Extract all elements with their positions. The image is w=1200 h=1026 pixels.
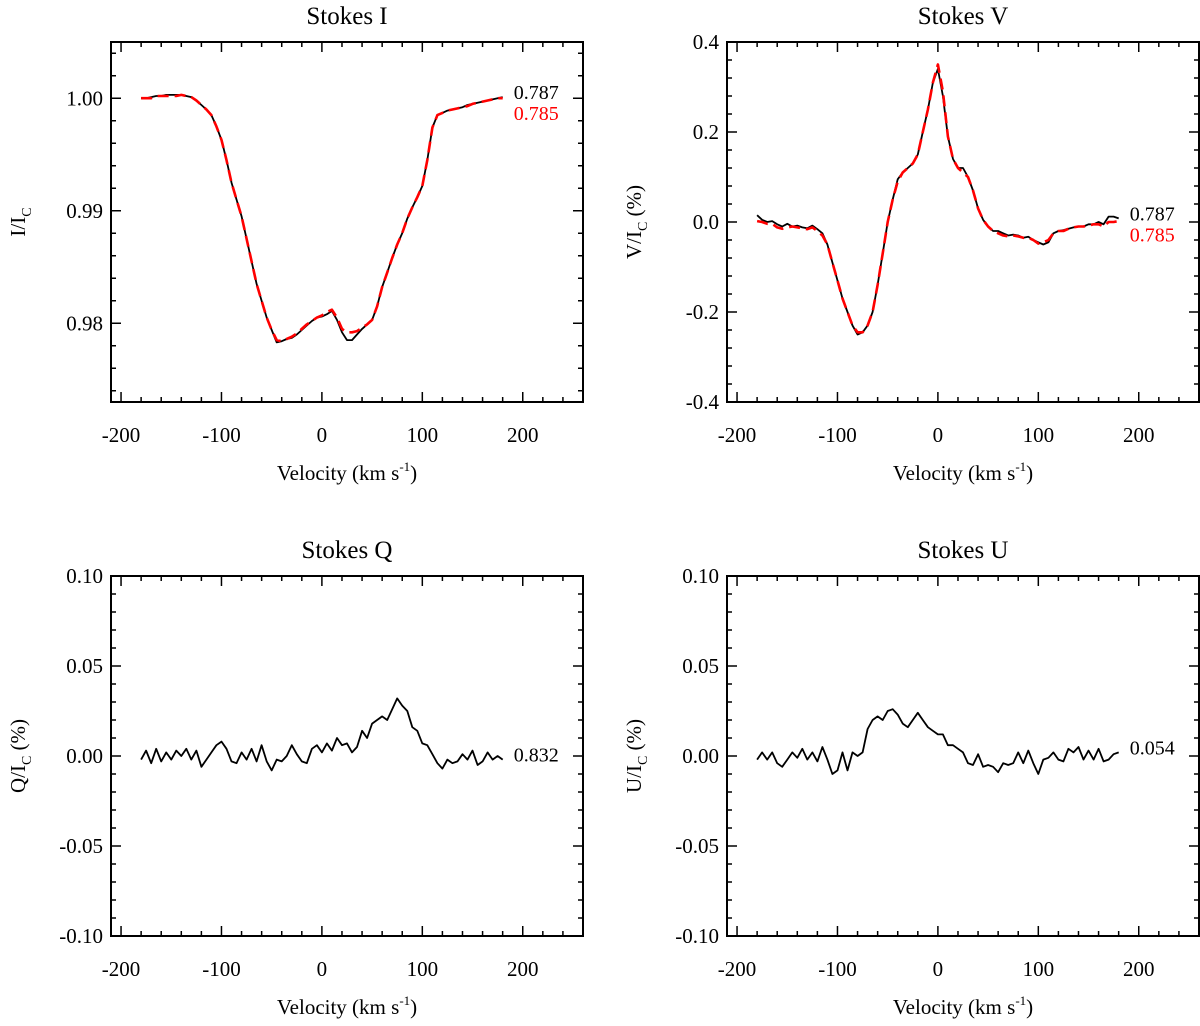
y-axis-label-text: U/I [622, 765, 646, 793]
y-axis-label: U/IC (%) [622, 719, 651, 793]
y-tick-label: 0.00 [682, 744, 719, 768]
profile-value-annotation: 0.785 [514, 103, 559, 125]
observed-profile-line [756, 68, 1119, 336]
y-axis-label-text: V/I [622, 231, 646, 259]
y-axis-label-subscript: C [636, 756, 651, 765]
x-axis-label-superscript: -1 [399, 993, 410, 1008]
observed-profile-line [140, 697, 504, 772]
x-tick-label: 200 [1123, 957, 1155, 981]
y-axis-label: I/IC [6, 207, 35, 236]
y-tick-label: -0.05 [59, 834, 103, 858]
y-axis-label-subscript: C [20, 756, 35, 765]
x-tick-label: 100 [1023, 957, 1055, 981]
y-tick-label: 0.10 [66, 564, 103, 588]
y-tick-label: 0.0 [693, 210, 719, 234]
x-tick-label: -200 [102, 957, 141, 981]
x-axis-label-text: Velocity (km s [277, 995, 399, 1019]
x-axis-label-superscript: -1 [1015, 459, 1026, 474]
x-tick-label: 0 [933, 957, 944, 981]
x-axis-label: Velocity (km s-1) [893, 459, 1033, 485]
x-tick-label: 200 [1123, 423, 1155, 447]
x-tick-label: -100 [818, 423, 857, 447]
x-tick-label: -100 [202, 423, 241, 447]
x-tick-label: 0 [317, 957, 328, 981]
y-tick-label: 0.99 [66, 199, 103, 223]
plot-frame [726, 41, 1200, 403]
x-tick-label: 0 [317, 423, 328, 447]
panel-title: Stokes V [918, 3, 1009, 30]
x-axis-label-end: ) [1026, 461, 1033, 485]
x-tick-label: -100 [202, 957, 241, 981]
panel-title: Stokes I [306, 3, 387, 30]
profile-value-annotation: 0.054 [1130, 737, 1175, 759]
model-profile-line [141, 93, 503, 343]
x-tick-label: 100 [1023, 423, 1055, 447]
y-tick-label: 0.05 [66, 654, 103, 678]
x-axis-label-text: Velocity (km s [893, 461, 1015, 485]
y-tick-label: -0.05 [675, 834, 719, 858]
y-tick-label: 0.98 [66, 311, 103, 335]
stokes-q-panel: Stokes Q -200 -100 0 100 200 -0.10 -0.05 0.00 0.0… [6, 537, 584, 1019]
x-axis-label-text: Velocity (km s [277, 461, 399, 485]
y-axis-label-end: (%) [622, 719, 646, 756]
y-tick-label: 0.00 [66, 744, 103, 768]
y-tick-label: 1.00 [66, 86, 103, 110]
observed-profile-line [756, 708, 1119, 775]
x-tick-label: 200 [507, 957, 539, 981]
y-axis-label-end: (%) [6, 719, 30, 756]
x-tick-label: 100 [407, 423, 439, 447]
profile-value-annotation: 0.832 [514, 745, 559, 767]
y-axis-label-end: (%) [622, 185, 646, 222]
y-axis-label-text: I/I [6, 217, 30, 237]
y-axis-label: V/IC (%) [622, 185, 651, 259]
y-tick-label: 0.10 [682, 564, 719, 588]
y-tick-label: 0.2 [693, 120, 719, 144]
profile-value-annotation: 0.787 [1130, 203, 1175, 225]
x-axis-label-end: ) [1026, 995, 1033, 1019]
x-axis-label-end: ) [410, 995, 417, 1019]
x-tick-label: -200 [102, 423, 141, 447]
y-tick-label: -0.2 [686, 300, 719, 324]
x-axis-label: Velocity (km s-1) [277, 459, 417, 485]
y-axis-label-subscript: C [20, 207, 35, 216]
panel-title: Stokes U [918, 537, 1009, 564]
x-axis-label: Velocity (km s-1) [893, 993, 1033, 1019]
x-axis-label-superscript: -1 [399, 459, 410, 474]
observed-profile-line [141, 94, 503, 344]
model-profile-line [756, 63, 1119, 334]
x-tick-label: 200 [507, 423, 539, 447]
panel-title: Stokes Q [302, 537, 393, 564]
stokes-v-panel: Stokes V -200 -100 0 100 200 -0.4 -0.2 0.0 0.2 0.4… [622, 3, 1200, 485]
x-tick-label: -200 [718, 423, 757, 447]
y-axis-label-text: Q/I [6, 765, 30, 793]
x-axis-label-superscript: -1 [1015, 993, 1026, 1008]
x-tick-label: 100 [407, 957, 439, 981]
y-tick-label: -0.10 [59, 924, 103, 948]
stokes-u-panel: Stokes U -200 -100 0 100 200 -0.10 -0.05 0.00 0.0… [622, 537, 1200, 1019]
x-tick-label: -200 [718, 957, 757, 981]
x-tick-label: -100 [818, 957, 857, 981]
profile-value-annotation: 0.787 [514, 82, 559, 104]
y-tick-label: -0.4 [686, 390, 720, 414]
plot-frame [110, 41, 584, 403]
stokes-i-panel: Stokes I -200 -100 0 100 200 0.98 0.99 1.00 Veloc… [6, 3, 584, 485]
y-tick-label: 0.4 [693, 30, 720, 54]
profile-value-annotation: 0.785 [1130, 224, 1175, 246]
y-tick-label: -0.10 [675, 924, 719, 948]
y-axis-label: Q/IC (%) [6, 719, 35, 793]
x-tick-label: 0 [933, 423, 944, 447]
y-axis-label-subscript: C [636, 222, 651, 231]
y-tick-label: 0.05 [682, 654, 719, 678]
x-axis-label-end: ) [410, 461, 417, 485]
x-axis-label: Velocity (km s-1) [277, 993, 417, 1019]
x-axis-label-text: Velocity (km s [893, 995, 1015, 1019]
